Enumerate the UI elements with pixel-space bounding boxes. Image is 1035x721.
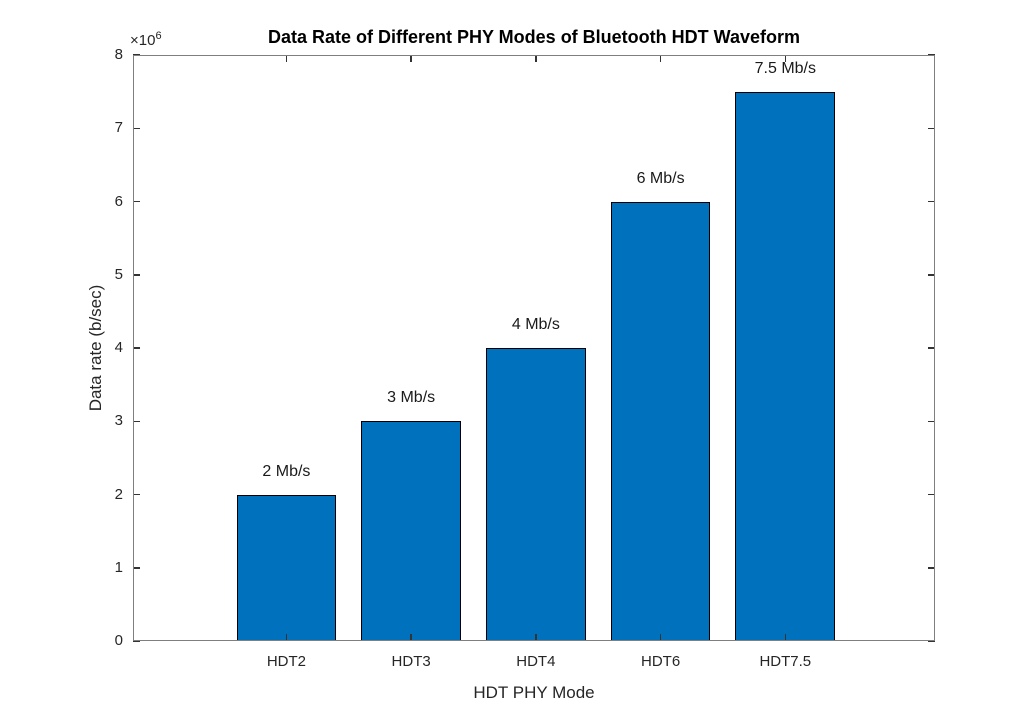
bar-value-label: 6 Mb/s xyxy=(636,169,685,187)
y-tick-right xyxy=(928,274,935,276)
x-tick-top xyxy=(659,55,662,62)
y-tick-label: 8 xyxy=(114,46,123,63)
y-tick-left xyxy=(133,274,140,276)
y-tick-right xyxy=(928,200,935,203)
x-tick-bottom xyxy=(659,634,662,641)
y-axis-exponent-base: ×10 xyxy=(130,32,156,49)
plot-area xyxy=(133,54,935,642)
y-tick-left xyxy=(133,493,140,496)
y-tick-left xyxy=(133,54,140,56)
bar-value-label: 3 Mb/s xyxy=(387,389,436,407)
bar xyxy=(485,348,586,641)
x-tick-label: HDT7.5 xyxy=(759,653,812,670)
y-tick-left xyxy=(133,420,140,422)
x-tick-top xyxy=(410,55,412,62)
bar xyxy=(236,494,337,641)
y-tick-right xyxy=(928,567,935,569)
x-tick-label: HDT4 xyxy=(516,653,556,670)
y-tick-left xyxy=(133,640,140,642)
y-tick-label: 7 xyxy=(114,119,123,137)
y-tick-left xyxy=(133,127,140,129)
bar-value-label: 7.5 Mb/s xyxy=(754,59,816,77)
y-tick-right xyxy=(928,127,935,129)
x-tick-top xyxy=(784,55,787,62)
x-tick-label: HDT6 xyxy=(641,653,681,670)
bar xyxy=(735,91,836,641)
y-tick-left xyxy=(133,200,140,203)
bar xyxy=(610,201,711,641)
y-tick-right xyxy=(928,420,935,422)
y-axis-exponent-power: 6 xyxy=(155,30,162,42)
y-tick-label: 6 xyxy=(114,192,123,210)
x-axis-label: HDT PHY Mode xyxy=(473,683,595,702)
x-tick-bottom xyxy=(410,634,412,641)
x-tick-top xyxy=(285,55,288,62)
y-tick-left xyxy=(133,567,140,569)
bar-value-label: 2 Mb/s xyxy=(262,462,311,480)
y-tick-right xyxy=(928,347,935,349)
y-tick-right xyxy=(928,54,935,56)
y-tick-right xyxy=(928,493,935,496)
x-tick-bottom xyxy=(285,634,288,641)
y-tick-label: 5 xyxy=(114,265,123,283)
y-tick-right xyxy=(928,640,935,642)
x-tick-bottom xyxy=(784,634,787,641)
y-tick-label: 4 xyxy=(114,339,123,356)
chart-title: Data Rate of Different PHY Modes of Blue… xyxy=(267,27,801,47)
y-tick-label: 1 xyxy=(114,558,123,576)
x-tick-label: HDT2 xyxy=(266,653,306,670)
bar-value-label: 4 Mb/s xyxy=(511,316,560,333)
x-tick-bottom xyxy=(535,634,537,641)
y-tick-label: 3 xyxy=(114,412,123,430)
x-tick-label: HDT3 xyxy=(391,653,431,670)
y-axis-exponent: ×106 xyxy=(130,30,162,49)
x-tick-top xyxy=(535,55,537,62)
y-tick-label: 0 xyxy=(114,632,123,649)
y-tick-left xyxy=(133,347,140,349)
y-tick-label: 2 xyxy=(114,485,123,503)
bar xyxy=(361,421,462,641)
